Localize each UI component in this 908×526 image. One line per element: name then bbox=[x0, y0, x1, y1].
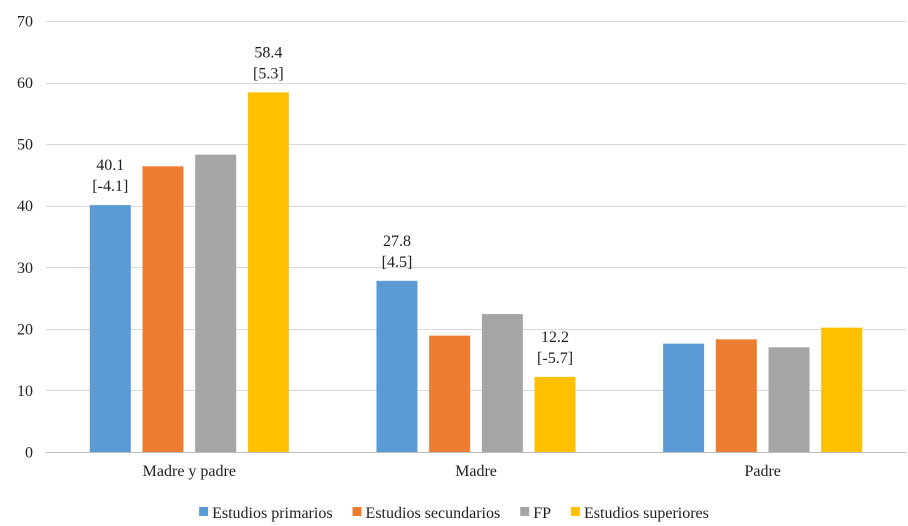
x-tick-label: Madre bbox=[455, 463, 497, 480]
bar bbox=[247, 92, 289, 453]
data-label: 27.8 [4.5] bbox=[382, 233, 413, 271]
legend-label: Estudios primarios bbox=[212, 505, 332, 522]
x-axis: Madre y padre Madre Padre bbox=[143, 463, 781, 480]
legend-swatch bbox=[352, 507, 362, 516]
y-tick-label: 50 bbox=[17, 137, 33, 154]
y-tick-label: 60 bbox=[17, 75, 33, 92]
x-tick-label: Madre y padre bbox=[143, 463, 236, 480]
legend-label: Estudios superiores bbox=[584, 505, 709, 522]
legend-label: Estudios secundarios bbox=[366, 505, 501, 522]
bar bbox=[821, 327, 863, 452]
bar bbox=[142, 166, 184, 452]
y-tick-label: 10 bbox=[17, 383, 33, 400]
legend-label: FP bbox=[533, 505, 551, 522]
bar bbox=[768, 347, 810, 452]
legend: Estudios primarios Estudios secundarios FP… bbox=[199, 505, 709, 522]
bar bbox=[663, 343, 705, 452]
legend-item: Estudios secundarios bbox=[352, 505, 501, 522]
data-label: 12.2 [-5.7] bbox=[537, 329, 573, 367]
data-label: 40.1 [-4.1] bbox=[92, 157, 128, 195]
x-tick-label: Padre bbox=[744, 463, 780, 480]
bars bbox=[89, 92, 863, 453]
legend-swatch bbox=[571, 507, 581, 516]
legend-swatch bbox=[520, 507, 530, 516]
bar bbox=[89, 205, 131, 452]
bar bbox=[481, 314, 523, 452]
bar bbox=[715, 339, 757, 452]
y-tick-label: 30 bbox=[17, 260, 33, 277]
legend-swatch bbox=[199, 507, 209, 516]
bar bbox=[195, 154, 237, 453]
gridlines bbox=[46, 21, 906, 453]
y-tick-label: 70 bbox=[17, 14, 33, 31]
data-label: 58.4 [5.3] bbox=[253, 44, 284, 82]
y-axis: 0 10 20 30 40 50 60 70 bbox=[17, 14, 33, 462]
bar bbox=[429, 335, 471, 452]
bar bbox=[376, 280, 418, 452]
legend-item: Estudios superiores bbox=[571, 505, 709, 522]
y-tick-label: 20 bbox=[17, 321, 33, 338]
bar bbox=[534, 376, 576, 452]
legend-item: FP bbox=[520, 505, 551, 522]
legend-item: Estudios primarios bbox=[199, 505, 333, 522]
y-tick-label: 40 bbox=[17, 198, 33, 215]
data-labels: 40.1 [-4.1] 58.4 [5.3] 27.8 [4.5] 12.2 [-5.7] bbox=[92, 44, 573, 366]
y-tick-label: 0 bbox=[25, 445, 33, 462]
